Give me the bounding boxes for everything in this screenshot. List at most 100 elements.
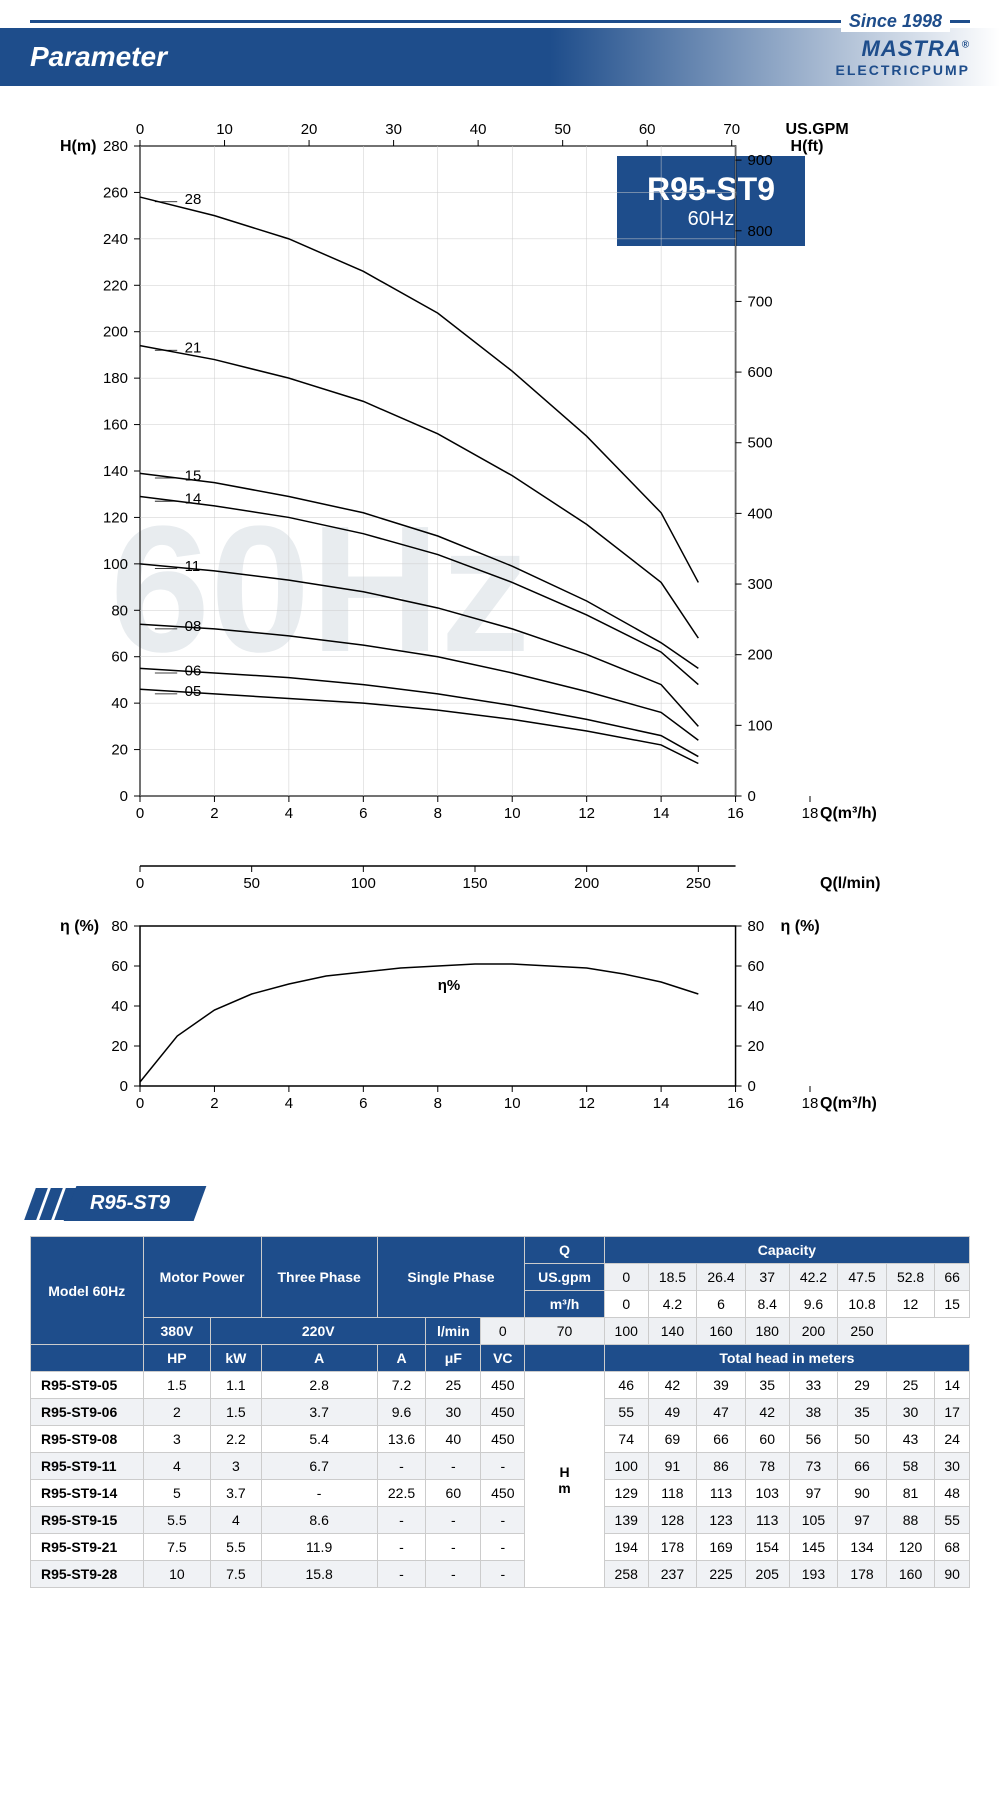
svg-text:18: 18 <box>802 1095 819 1112</box>
svg-text:11: 11 <box>185 558 201 575</box>
svg-text:20: 20 <box>111 1038 128 1055</box>
top-divider: Since 1998 <box>30 20 970 23</box>
svg-text:800: 800 <box>748 223 773 240</box>
svg-text:60: 60 <box>639 121 656 138</box>
header-bar: Parameter MASTRA® ELECTRICPUMP <box>0 28 1000 86</box>
svg-text:900: 900 <box>748 152 773 169</box>
svg-text:20: 20 <box>111 742 128 759</box>
svg-text:20: 20 <box>748 1038 765 1055</box>
svg-text:240: 240 <box>103 231 128 248</box>
svg-text:0: 0 <box>120 1078 128 1095</box>
svg-text:220: 220 <box>103 277 128 294</box>
svg-text:200: 200 <box>574 875 599 892</box>
svg-text:η (%): η (%) <box>781 918 820 935</box>
svg-text:700: 700 <box>748 293 773 310</box>
svg-text:200: 200 <box>103 324 128 341</box>
svg-text:600: 600 <box>748 364 773 381</box>
svg-text:100: 100 <box>103 556 128 573</box>
svg-text:200: 200 <box>748 647 773 664</box>
svg-text:8: 8 <box>434 805 442 822</box>
svg-text:60: 60 <box>748 958 765 975</box>
svg-text:H(m): H(m) <box>60 138 96 155</box>
svg-text:Q(m³/h): Q(m³/h) <box>820 1095 877 1112</box>
svg-text:η%: η% <box>438 977 461 994</box>
svg-text:2: 2 <box>210 1095 218 1112</box>
svg-text:260: 260 <box>103 184 128 201</box>
svg-text:21: 21 <box>185 340 202 357</box>
chart-area: 60Hz R95-ST9 60Hz 010203040506070US.GPM0… <box>30 106 970 1166</box>
svg-text:0: 0 <box>136 121 144 138</box>
table-row: R95-ST9-0621.53.79.630450554947423835301… <box>31 1399 970 1426</box>
svg-text:η (%): η (%) <box>60 918 99 935</box>
svg-text:50: 50 <box>554 121 571 138</box>
svg-text:0: 0 <box>136 1095 144 1112</box>
svg-text:0: 0 <box>748 788 756 805</box>
svg-text:60: 60 <box>111 649 128 666</box>
svg-text:300: 300 <box>748 576 773 593</box>
svg-text:60: 60 <box>111 958 128 975</box>
svg-text:0: 0 <box>748 1078 756 1095</box>
svg-text:80: 80 <box>111 918 128 935</box>
svg-text:4: 4 <box>285 805 293 822</box>
svg-text:14: 14 <box>185 491 202 508</box>
section-header: R95-ST9 <box>30 1186 970 1221</box>
svg-text:400: 400 <box>748 505 773 522</box>
svg-text:140: 140 <box>103 463 128 480</box>
svg-text:100: 100 <box>351 875 376 892</box>
svg-text:12: 12 <box>578 1095 595 1112</box>
svg-text:150: 150 <box>462 875 487 892</box>
svg-text:10: 10 <box>504 805 521 822</box>
svg-text:40: 40 <box>111 998 128 1015</box>
svg-text:30: 30 <box>385 121 402 138</box>
table-row: R95-ST9-217.55.511.9---19417816915414513… <box>31 1534 970 1561</box>
spec-table: Model 60Hz Motor Power Three Phase Singl… <box>30 1236 970 1588</box>
svg-text:40: 40 <box>111 695 128 712</box>
table-row: R95-ST9-1453.7-22.5604501291181131039790… <box>31 1480 970 1507</box>
svg-text:80: 80 <box>748 918 765 935</box>
brand-sub: ELECTRICPUMP <box>836 62 970 78</box>
section-title: R95-ST9 <box>64 1186 207 1221</box>
svg-text:14: 14 <box>653 805 670 822</box>
svg-text:US.GPM: US.GPM <box>786 121 849 138</box>
svg-text:250: 250 <box>686 875 711 892</box>
svg-text:2: 2 <box>210 805 218 822</box>
svg-text:160: 160 <box>103 417 128 434</box>
since-label: Since 1998 <box>841 11 950 32</box>
svg-text:20: 20 <box>301 121 318 138</box>
svg-text:120: 120 <box>103 509 128 526</box>
svg-text:70: 70 <box>723 121 740 138</box>
brand-name: MASTRA® <box>836 36 970 62</box>
table-row: R95-ST9-0832.25.413.64045074696660565043… <box>31 1426 970 1453</box>
svg-text:08: 08 <box>185 618 202 635</box>
svg-text:0: 0 <box>136 805 144 822</box>
svg-text:H(ft): H(ft) <box>791 138 824 155</box>
svg-text:0: 0 <box>120 788 128 805</box>
svg-text:28: 28 <box>185 191 202 208</box>
svg-text:0: 0 <box>136 875 144 892</box>
svg-text:18: 18 <box>802 805 819 822</box>
table-row: R95-ST9-155.548.6---13912812311310597885… <box>31 1507 970 1534</box>
table-row: R95-ST9-11436.7---10091867873665830 <box>31 1453 970 1480</box>
svg-text:180: 180 <box>103 370 128 387</box>
svg-text:80: 80 <box>111 602 128 619</box>
svg-text:10: 10 <box>504 1095 521 1112</box>
charts-svg: 010203040506070US.GPM024681012141618Q(m³… <box>30 106 970 1166</box>
page-title: Parameter <box>30 41 167 73</box>
svg-text:Q(l/min): Q(l/min) <box>820 875 880 892</box>
table-row: R95-ST9-28107.515.8---258237225205193178… <box>31 1561 970 1588</box>
svg-text:15: 15 <box>185 467 202 484</box>
svg-text:14: 14 <box>653 1095 670 1112</box>
svg-text:4: 4 <box>285 1095 293 1112</box>
svg-text:10: 10 <box>216 121 233 138</box>
svg-text:500: 500 <box>748 435 773 452</box>
svg-text:280: 280 <box>103 138 128 155</box>
table-row: R95-ST9-051.51.12.87.225450Hm46423935332… <box>31 1372 970 1399</box>
svg-text:16: 16 <box>727 805 744 822</box>
svg-text:100: 100 <box>748 717 773 734</box>
svg-text:Q(m³/h): Q(m³/h) <box>820 805 877 822</box>
svg-text:40: 40 <box>470 121 487 138</box>
brand-block: MASTRA® ELECTRICPUMP <box>836 36 970 78</box>
svg-text:05: 05 <box>185 683 202 700</box>
svg-text:50: 50 <box>243 875 260 892</box>
svg-text:16: 16 <box>727 1095 744 1112</box>
